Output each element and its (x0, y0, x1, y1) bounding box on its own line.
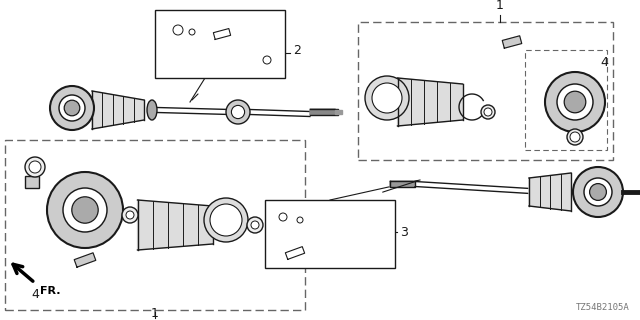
Text: TZ54B2105A: TZ54B2105A (576, 303, 630, 312)
Circle shape (173, 25, 183, 35)
Circle shape (169, 21, 187, 39)
Circle shape (29, 161, 41, 173)
Polygon shape (74, 253, 96, 267)
Circle shape (64, 100, 80, 116)
Circle shape (186, 26, 198, 38)
Circle shape (59, 95, 85, 121)
Text: FR.: FR. (40, 286, 61, 296)
Ellipse shape (147, 100, 157, 120)
Text: 1: 1 (151, 307, 159, 320)
Circle shape (275, 209, 291, 225)
Circle shape (557, 84, 593, 120)
Polygon shape (397, 78, 463, 126)
Circle shape (564, 91, 586, 113)
Polygon shape (285, 247, 305, 260)
Circle shape (573, 167, 623, 217)
Circle shape (484, 108, 492, 116)
Polygon shape (177, 37, 232, 73)
Polygon shape (310, 109, 338, 115)
Circle shape (63, 188, 107, 232)
Text: 4: 4 (31, 289, 39, 301)
Circle shape (279, 213, 287, 221)
Circle shape (584, 178, 612, 206)
Polygon shape (529, 173, 571, 211)
Circle shape (294, 214, 306, 226)
Circle shape (481, 105, 495, 119)
Circle shape (25, 157, 45, 177)
Circle shape (210, 204, 242, 236)
Circle shape (372, 83, 402, 113)
Circle shape (122, 207, 138, 223)
Polygon shape (138, 200, 212, 250)
Polygon shape (213, 28, 230, 39)
Polygon shape (390, 181, 415, 187)
Text: 1: 1 (496, 0, 504, 12)
Circle shape (189, 29, 195, 35)
Circle shape (47, 172, 123, 248)
Circle shape (226, 100, 250, 124)
Circle shape (545, 72, 605, 132)
Circle shape (247, 217, 263, 233)
FancyBboxPatch shape (155, 10, 285, 78)
Circle shape (365, 76, 409, 120)
Circle shape (589, 184, 607, 200)
Polygon shape (304, 218, 356, 252)
Circle shape (567, 129, 583, 145)
Circle shape (260, 53, 274, 67)
Text: 4: 4 (600, 55, 608, 68)
Circle shape (297, 217, 303, 223)
Circle shape (263, 56, 271, 64)
Circle shape (126, 211, 134, 219)
Polygon shape (335, 110, 342, 114)
Circle shape (251, 221, 259, 229)
Polygon shape (502, 36, 522, 48)
Circle shape (570, 132, 580, 142)
Circle shape (232, 105, 244, 119)
Bar (25, 176, 39, 188)
Circle shape (72, 197, 98, 223)
FancyBboxPatch shape (265, 200, 395, 268)
Circle shape (204, 198, 248, 242)
Polygon shape (92, 91, 144, 129)
Text: 3: 3 (400, 226, 408, 238)
Text: 2: 2 (293, 44, 301, 57)
Circle shape (50, 86, 94, 130)
